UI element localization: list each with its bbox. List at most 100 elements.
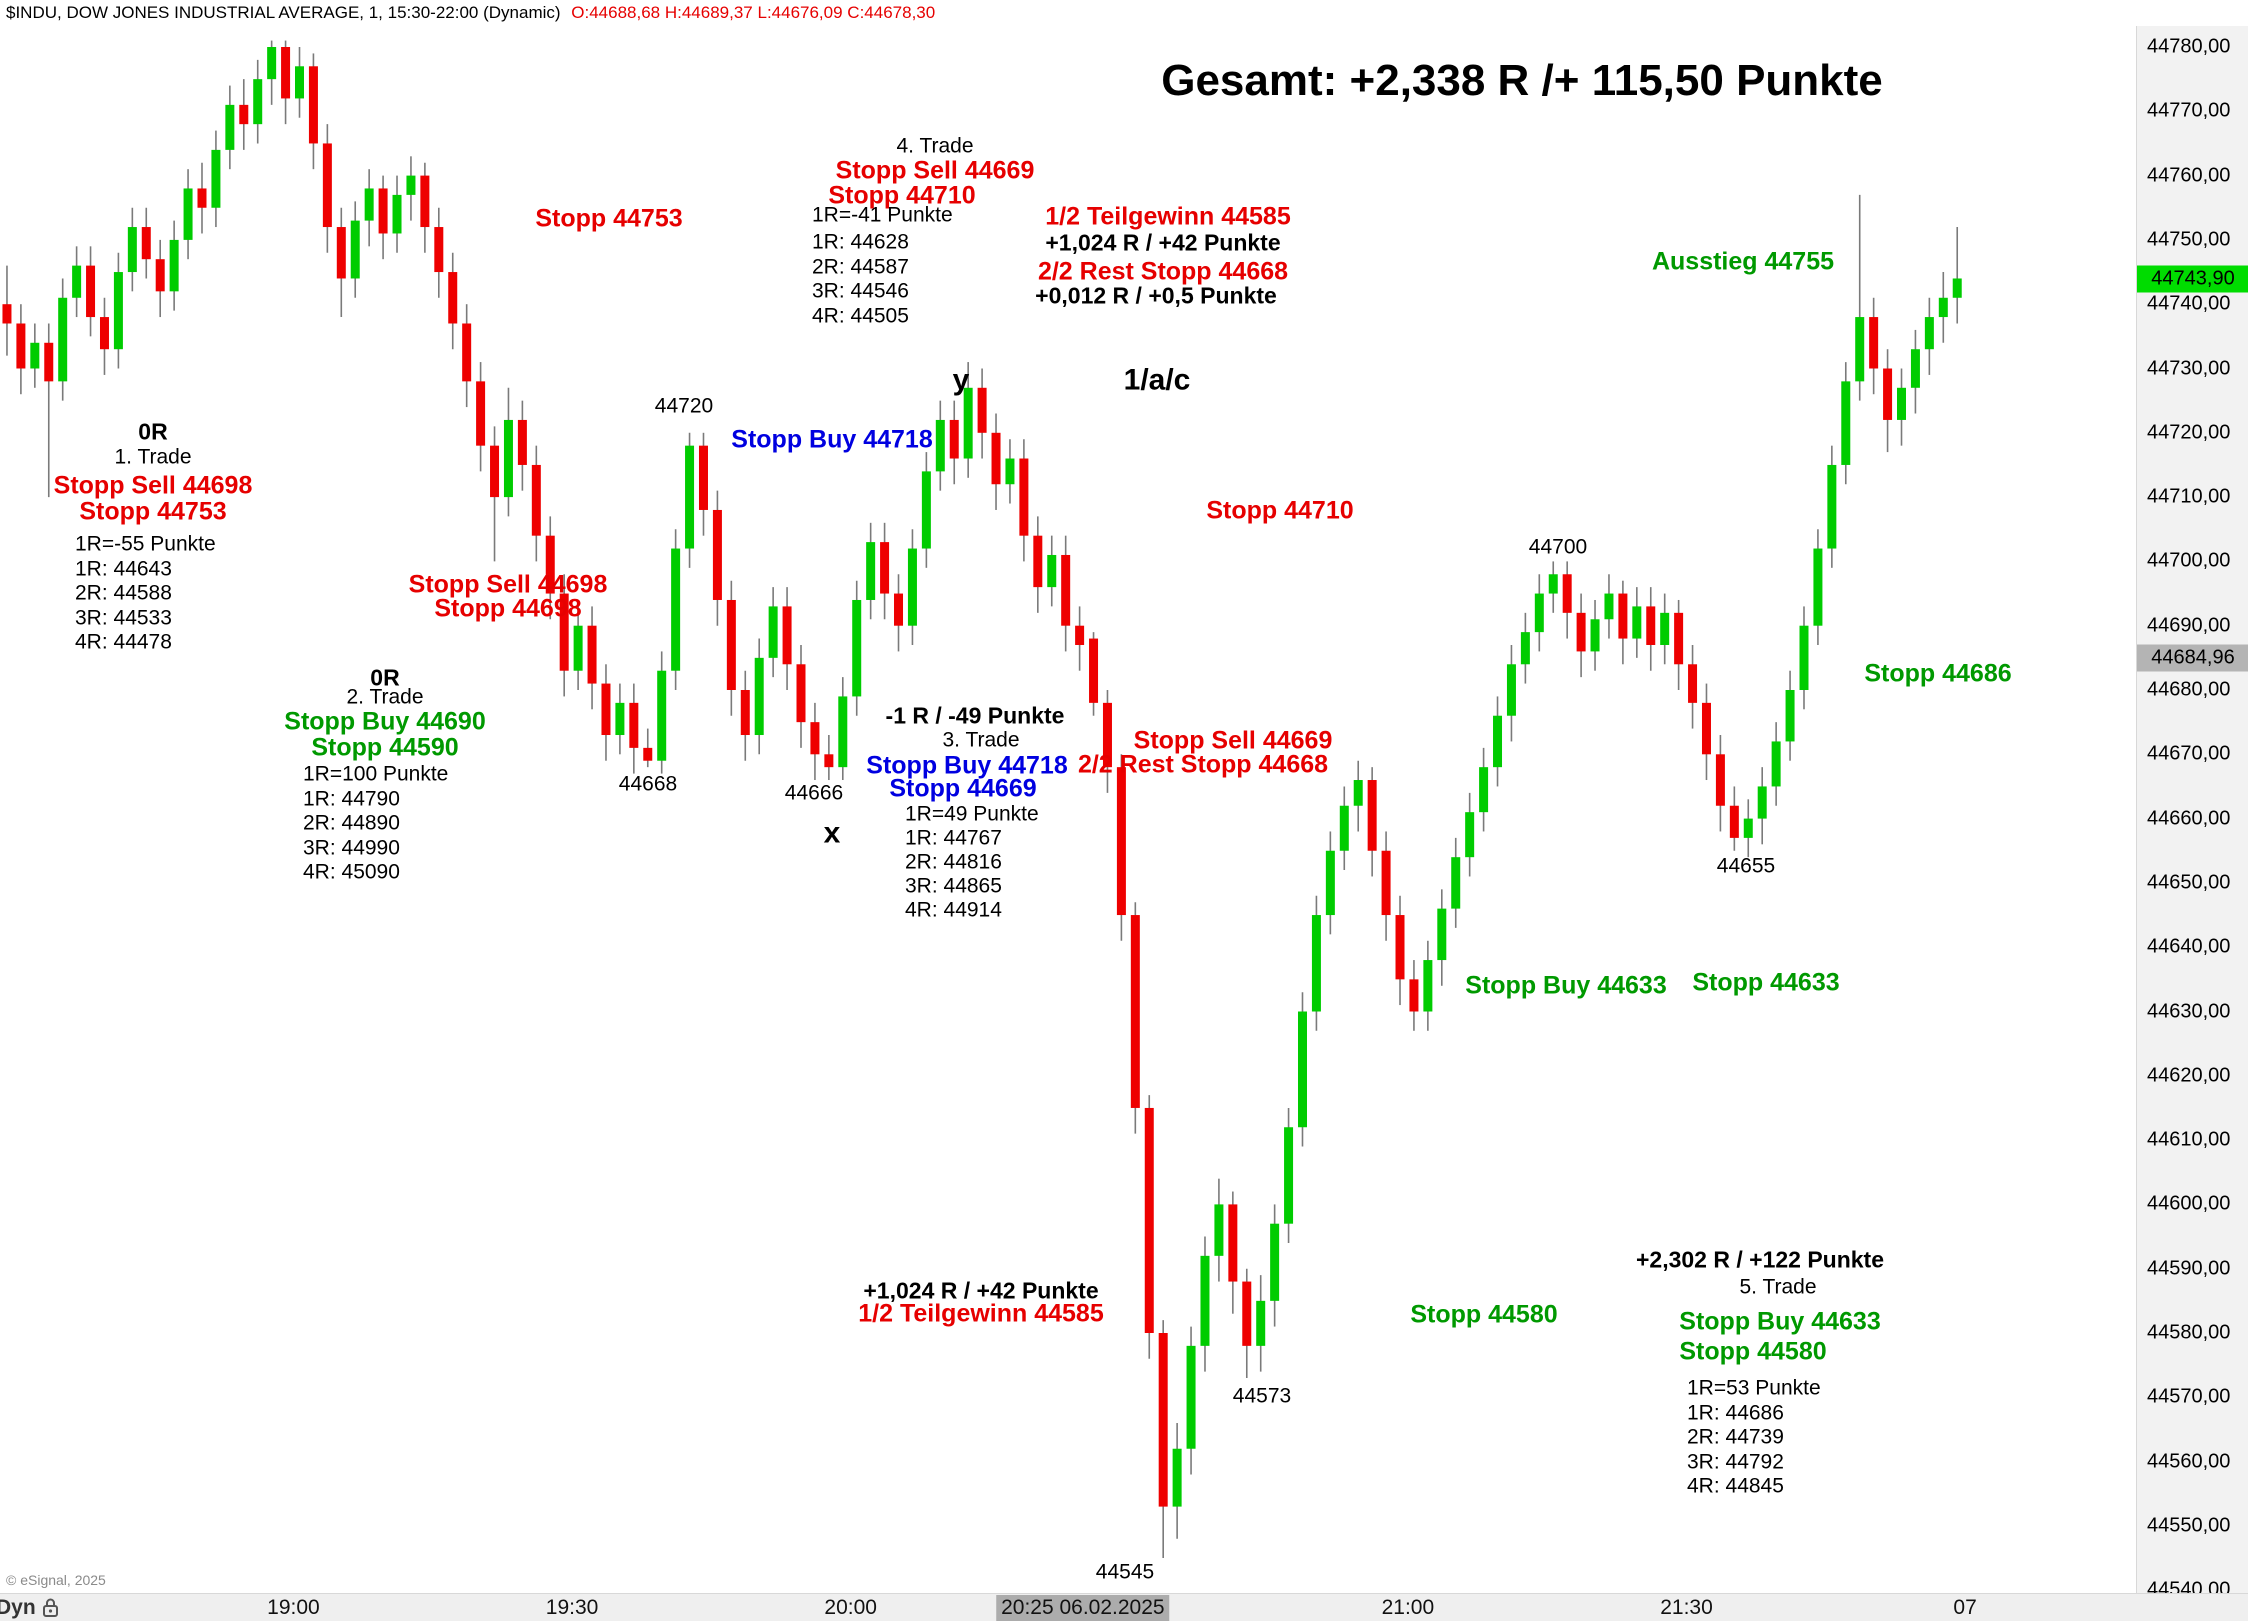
candle-body xyxy=(1395,915,1405,980)
time-axis-label: 19:00 xyxy=(267,1596,320,1619)
candle-body xyxy=(1200,1255,1210,1346)
chart-annotation: 2R: 44890 xyxy=(303,811,400,835)
candle-body xyxy=(712,509,722,600)
candle-body xyxy=(1938,297,1948,318)
candle-body xyxy=(796,664,806,723)
candle-body xyxy=(1047,554,1057,588)
candle-body xyxy=(977,387,987,433)
chart-annotation: Stopp Buy 44718 xyxy=(866,751,1068,780)
axis-mode-box[interactable]: Dyn xyxy=(0,1596,59,1620)
candle-body xyxy=(754,657,764,736)
chart-annotation: 1R: 44767 xyxy=(905,826,1002,850)
price-axis-label: 44740,00 xyxy=(2147,292,2231,315)
candle-body xyxy=(1506,664,1516,716)
candle-body xyxy=(1952,278,1962,298)
candle-body xyxy=(866,542,876,600)
candle-body xyxy=(1256,1300,1266,1346)
chart-annotation: 2/2 Rest Stopp 44668 xyxy=(1037,257,1289,286)
candle-body xyxy=(72,265,82,298)
chart-annotation: Stopp 44580 xyxy=(1679,1337,1827,1366)
candle-body xyxy=(462,323,472,382)
chart-annotation: Stopp Sell 44669 xyxy=(1133,726,1333,755)
price-axis-label: 44760,00 xyxy=(2147,164,2231,187)
candle-body xyxy=(169,239,179,292)
candlestick-chart-canvas[interactable] xyxy=(0,26,2136,1593)
watermark: © eSignal, 2025 xyxy=(6,1572,106,1588)
candle-body xyxy=(420,175,430,228)
chart-annotation: 4R: 45090 xyxy=(303,860,400,884)
candle-body xyxy=(991,432,1001,485)
candle-body xyxy=(1674,612,1684,665)
chart-annotation: 2/2 Rest Stopp 44668 xyxy=(1077,750,1329,779)
candle-body xyxy=(1562,574,1572,613)
candle-body xyxy=(1102,702,1112,768)
candle-body xyxy=(295,66,305,99)
price-axis-label: 44630,00 xyxy=(2147,1000,2231,1022)
candle-body xyxy=(1311,915,1321,1012)
chart-annotation: Stopp Sell 44698 xyxy=(53,471,253,500)
price-axis-label: 44750,00 xyxy=(2147,228,2231,251)
candle-body xyxy=(1813,548,1823,626)
candle-body xyxy=(1325,850,1335,916)
chart-annotation: 1R=-55 Punkte xyxy=(75,532,216,556)
candle-body xyxy=(253,79,263,125)
candle-body xyxy=(1353,780,1363,806)
candle-body xyxy=(573,625,583,671)
candle-body xyxy=(1910,349,1920,388)
chart-annotation: Stopp 44686 xyxy=(1864,659,2012,688)
candle-body xyxy=(1743,818,1753,838)
chart-annotation: 1R=100 Punkte xyxy=(303,762,449,786)
chart-annotation: 1R: 44686 xyxy=(1687,1401,1784,1425)
chart-annotation: 2R: 44588 xyxy=(75,581,172,605)
price-axis-label: 44560,00 xyxy=(2147,1450,2231,1473)
chart-annotation: 3R: 44865 xyxy=(905,874,1002,898)
candle-body xyxy=(1297,1011,1307,1128)
candle-body xyxy=(1089,638,1099,703)
chart-annotation: y xyxy=(952,363,970,397)
candle-body xyxy=(1270,1223,1280,1301)
price-axis[interactable]: 44780,00 44770,00 44760,00 44750,00 44740,00… xyxy=(2136,26,2248,1601)
candle-body xyxy=(1576,612,1586,652)
candle-body xyxy=(1520,632,1530,665)
chart-annotation: 44700 xyxy=(1528,535,1588,559)
candle-body xyxy=(517,419,527,465)
candle-body xyxy=(601,683,611,736)
candle-body xyxy=(949,419,959,459)
candle-body xyxy=(1228,1204,1238,1282)
price-axis-label: 44710,00 xyxy=(2147,485,2231,508)
price-axis-label: 44620,00 xyxy=(2147,1064,2231,1087)
chart-annotation: Stopp 44590 xyxy=(311,733,459,762)
chart-annotation: Stopp 44669 xyxy=(889,774,1037,803)
candle-body xyxy=(1214,1204,1224,1256)
candle-body xyxy=(1172,1448,1182,1507)
candle-body xyxy=(490,445,500,498)
dyn-mode-label[interactable]: Dyn xyxy=(0,1596,36,1619)
candle-body xyxy=(364,188,374,221)
time-axis-label: 21:00 xyxy=(1381,1596,1435,1619)
candle-body xyxy=(531,464,541,536)
candle-body xyxy=(406,175,416,195)
crosshair-price-tag: 44684,96 xyxy=(2137,644,2248,672)
chart-annotation: 4R: 44478 xyxy=(75,630,172,654)
time-axis[interactable]: 19:00 19:30 20:00 20:25 06.02.2025 21:00 21:3… xyxy=(0,1593,2248,1621)
candle-body xyxy=(1604,593,1614,620)
lock-icon[interactable] xyxy=(42,1598,59,1618)
chart-annotation: +0,012 R / +0,5 Punkte xyxy=(1035,282,1277,309)
price-axis-label: 44720,00 xyxy=(2147,421,2231,444)
chart-annotation: 3R: 44990 xyxy=(303,836,400,860)
candle-body xyxy=(1827,464,1837,549)
price-axis-label: 44660,00 xyxy=(2147,807,2231,830)
candle-body xyxy=(392,194,402,234)
candle-body xyxy=(1144,1107,1154,1333)
chart-annotation: 3. Trade xyxy=(942,728,1020,752)
chart-annotation: 3R: 44792 xyxy=(1687,1450,1784,1474)
candle-body xyxy=(1646,606,1656,645)
chart-annotation: 3R: 44533 xyxy=(75,606,172,630)
candle-body xyxy=(308,66,318,144)
chart-annotation: 4R: 44845 xyxy=(1687,1474,1784,1498)
chart-annotation: Stopp 44580 xyxy=(1410,1300,1558,1329)
candle-body xyxy=(239,104,249,125)
candle-body xyxy=(1116,767,1126,916)
time-axis-label: 20:00 xyxy=(824,1596,877,1619)
candle-body xyxy=(16,323,26,369)
